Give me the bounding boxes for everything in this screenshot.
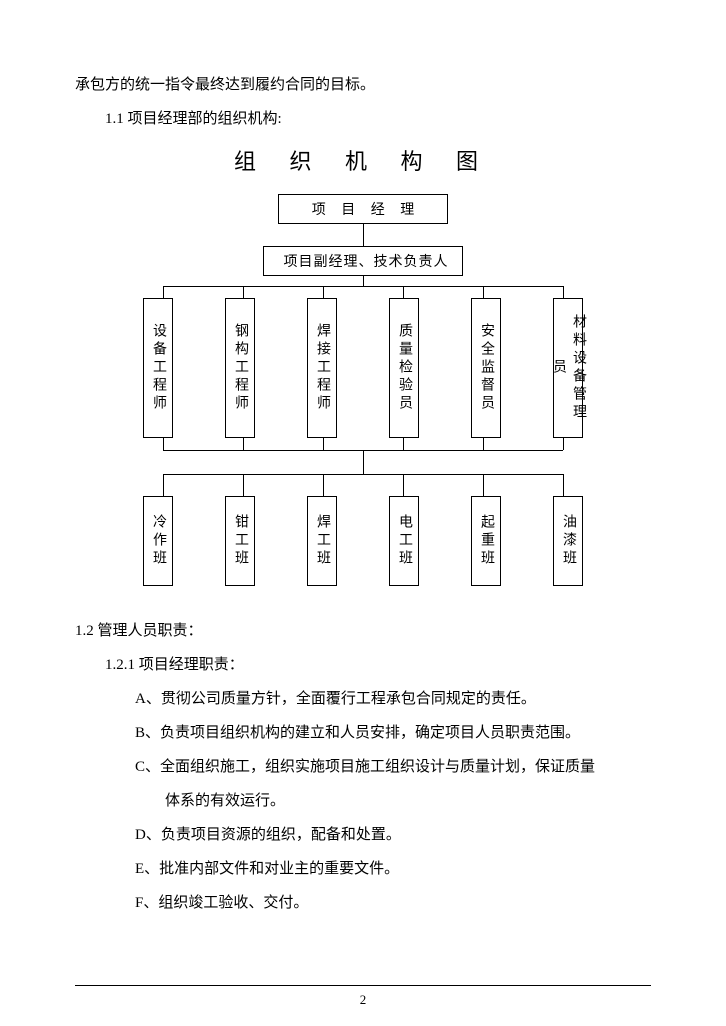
footer-line [75,985,651,986]
node-l3-2: 焊接工程师 [307,298,337,438]
connector-l3-bus [143,438,583,460]
node-l4-3: 电工班 [389,496,419,586]
node-l3-3: 质量检验员 [389,298,419,438]
duty-e: E、批准内部文件和对业主的重要文件。 [75,854,651,884]
node-l3-1: 钢构工程师 [225,298,255,438]
node-level1: 项 目 经 理 [278,194,448,224]
duty-a: A、贯彻公司质量方针，全面覆行工程承包合同规定的责任。 [75,684,651,714]
section-1-1: 1.1 项目经理部的组织机构: [75,104,651,134]
duty-f: F、组织竣工验收、交付。 [75,888,651,918]
para-top: 承包方的统一指令最终达到履约合同的目标。 [75,70,651,100]
duty-b: B、负责项目组织机构的建立和人员安排，确定项目人员职责范围。 [75,718,651,748]
node-l4-4: 起重班 [471,496,501,586]
node-l4-1: 钳工班 [225,496,255,586]
row-level4: 冷作班 钳工班 焊工班 电工班 起重班 油漆班 [143,496,583,586]
node-l3-5: 材料设备管理员 [553,298,583,438]
duty-c: C、全面组织施工，组织实施项目施工组织设计与质量计划，保证质量 [75,752,651,782]
node-l3-0: 设备工程师 [143,298,173,438]
chart-title: 组 织 机 构 图 [75,144,651,176]
duty-d: D、负责项目资源的组织，配备和处置。 [75,820,651,850]
node-l4-5: 油漆班 [553,496,583,586]
node-l3-4: 安全监督员 [471,298,501,438]
connector-bus-l4 [143,474,583,496]
org-chart: 项 目 经 理 项目副经理、技术负责人 设备工程师 钢构工程师 焊接工程师 质量… [83,194,643,586]
connector-l2-l3 [143,276,583,298]
section-1-2-1: 1.2.1 项目经理职责： [75,650,651,680]
node-level2: 项目副经理、技术负责人 [263,246,463,276]
duty-c-cont: 体系的有效运行。 [75,786,651,816]
node-l4-2: 焊工班 [307,496,337,586]
page-number: 2 [0,992,726,1008]
section-1-2: 1.2 管理人员职责： [75,616,651,646]
node-l4-0: 冷作班 [143,496,173,586]
row-level3: 设备工程师 钢构工程师 焊接工程师 质量检验员 安全监督员 材料设备管理员 [143,298,583,438]
